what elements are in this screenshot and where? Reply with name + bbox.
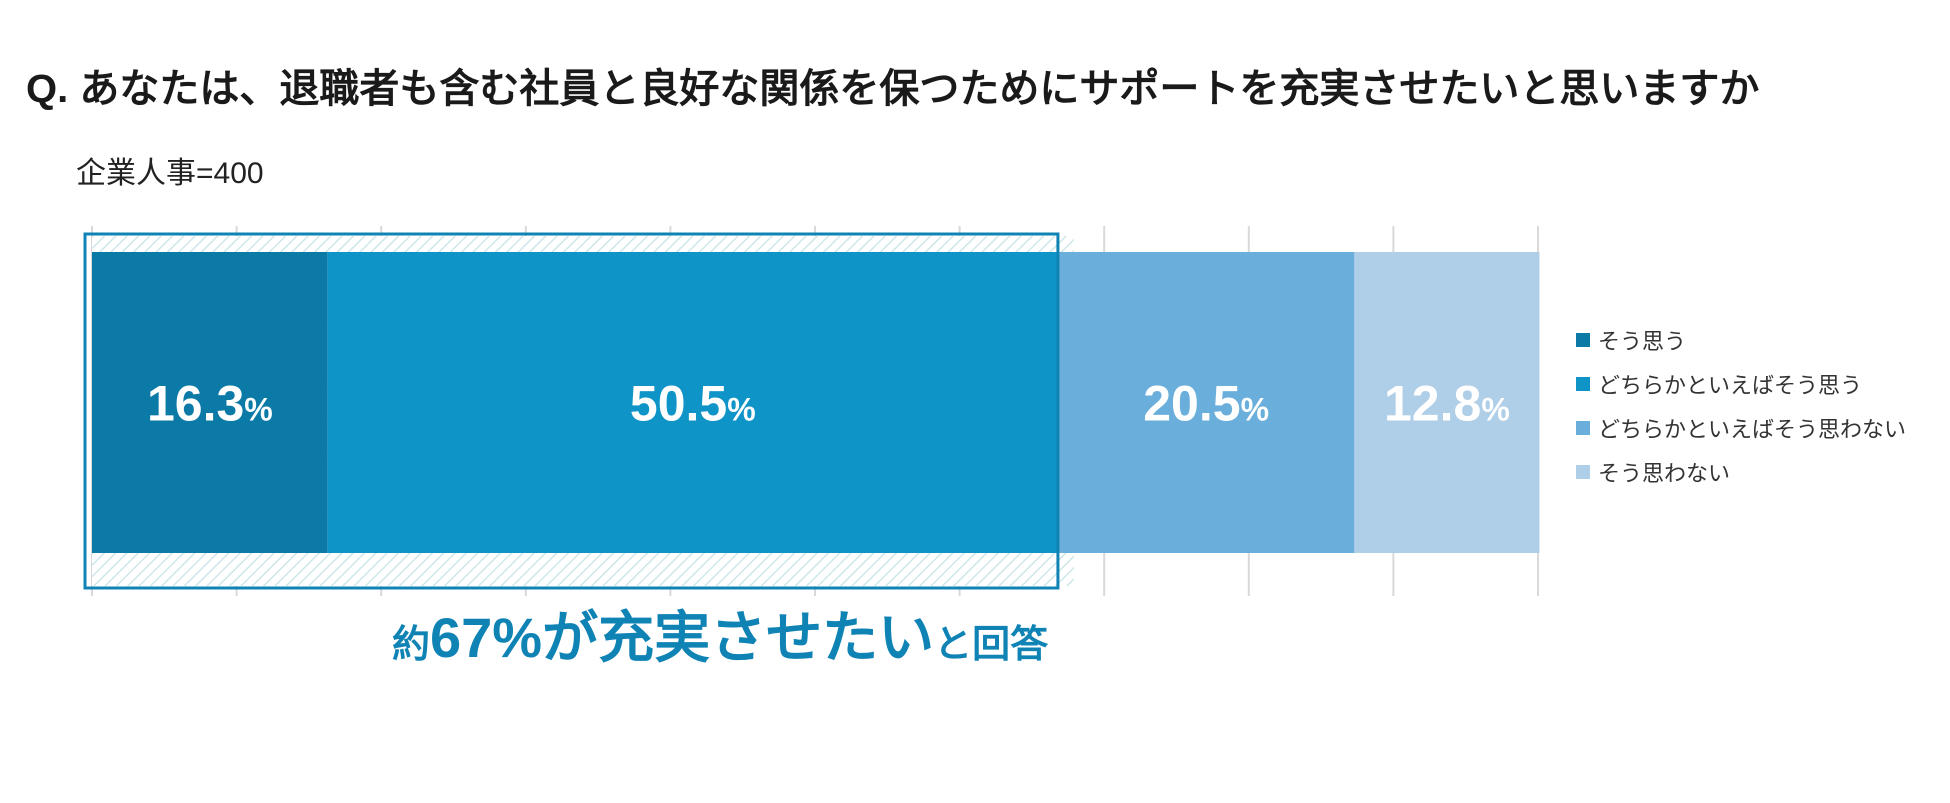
chart-title: Q. あなたは、退職者も含む社員と良好な関係を保つためにサポートを充実させたいと… (26, 67, 1760, 111)
legend-swatch (1576, 421, 1590, 435)
legend-label: そう思わない (1598, 461, 1731, 486)
legend-item: そう思う (1576, 318, 1906, 362)
data-label: 12.8% (1384, 376, 1510, 432)
callout-text: 約67%が充実させたいと回答 (392, 610, 1048, 666)
bar-segment (92, 252, 328, 553)
legend-swatch (1576, 465, 1590, 479)
sample-size-label: 企業人事=400 (76, 157, 264, 190)
data-label: 20.5% (1143, 376, 1269, 432)
data-label: 50.5% (630, 376, 756, 432)
bar-segment (1354, 252, 1540, 553)
legend-label: どちらかといえばそう思わない (1598, 417, 1907, 442)
legend-swatch (1576, 333, 1590, 347)
legend-label: どちらかといえばそう思う (1598, 373, 1863, 398)
data-label: 16.3% (147, 376, 273, 432)
legend-item: どちらかといえばそう思わない (1576, 406, 1906, 450)
bar-segment (1057, 252, 1355, 553)
legend-item: どちらかといえばそう思う (1576, 362, 1906, 406)
bar-segment (327, 252, 1058, 553)
callout-prefix: 約 (392, 624, 431, 666)
legend-label: そう思う (1598, 329, 1687, 354)
callout-suffix: と回答 (934, 624, 1049, 666)
highlight-frame (83, 232, 1060, 590)
legend-item: そう思わない (1576, 450, 1906, 494)
legend-swatch (1576, 377, 1590, 391)
callout-main: 67%が充実させたい (430, 606, 935, 669)
chart-legend: そう思うどちらかといえばそう思うどちらかといえばそう思わない そう思わない (1576, 318, 1906, 494)
